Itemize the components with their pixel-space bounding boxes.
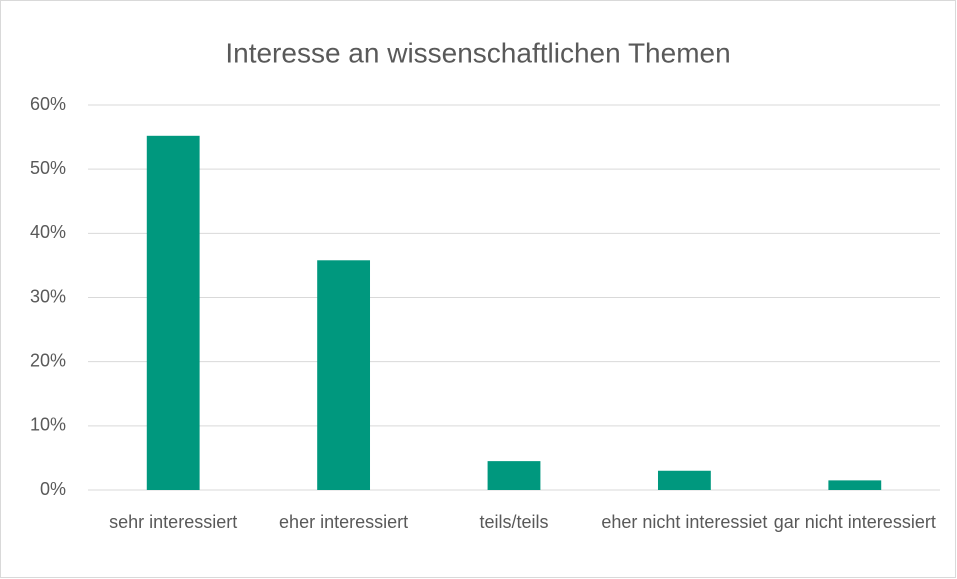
- y-tick-label: 40%: [30, 222, 66, 242]
- x-tick-label: sehr interessiert: [109, 512, 238, 532]
- bar: [487, 461, 541, 490]
- x-tick-label: gar nicht interessiert: [773, 512, 936, 532]
- y-tick-label: 20%: [30, 350, 66, 370]
- y-tick-label: 0%: [40, 479, 66, 499]
- bar: [317, 260, 371, 490]
- y-tick-label: 30%: [30, 286, 66, 306]
- x-tick-label: eher interessiert: [279, 512, 409, 532]
- bar: [657, 470, 711, 490]
- y-tick-label: 60%: [30, 94, 66, 114]
- y-tick-label: 10%: [30, 415, 66, 435]
- x-tick-label: eher nicht interessiet: [601, 512, 768, 532]
- bar: [828, 480, 882, 490]
- x-tick-label: teils/teils: [479, 512, 549, 532]
- bar: [146, 135, 200, 491]
- y-tick-label: 50%: [30, 158, 66, 178]
- chart-title: Interesse an wissenschaftlichen Themen: [225, 37, 730, 68]
